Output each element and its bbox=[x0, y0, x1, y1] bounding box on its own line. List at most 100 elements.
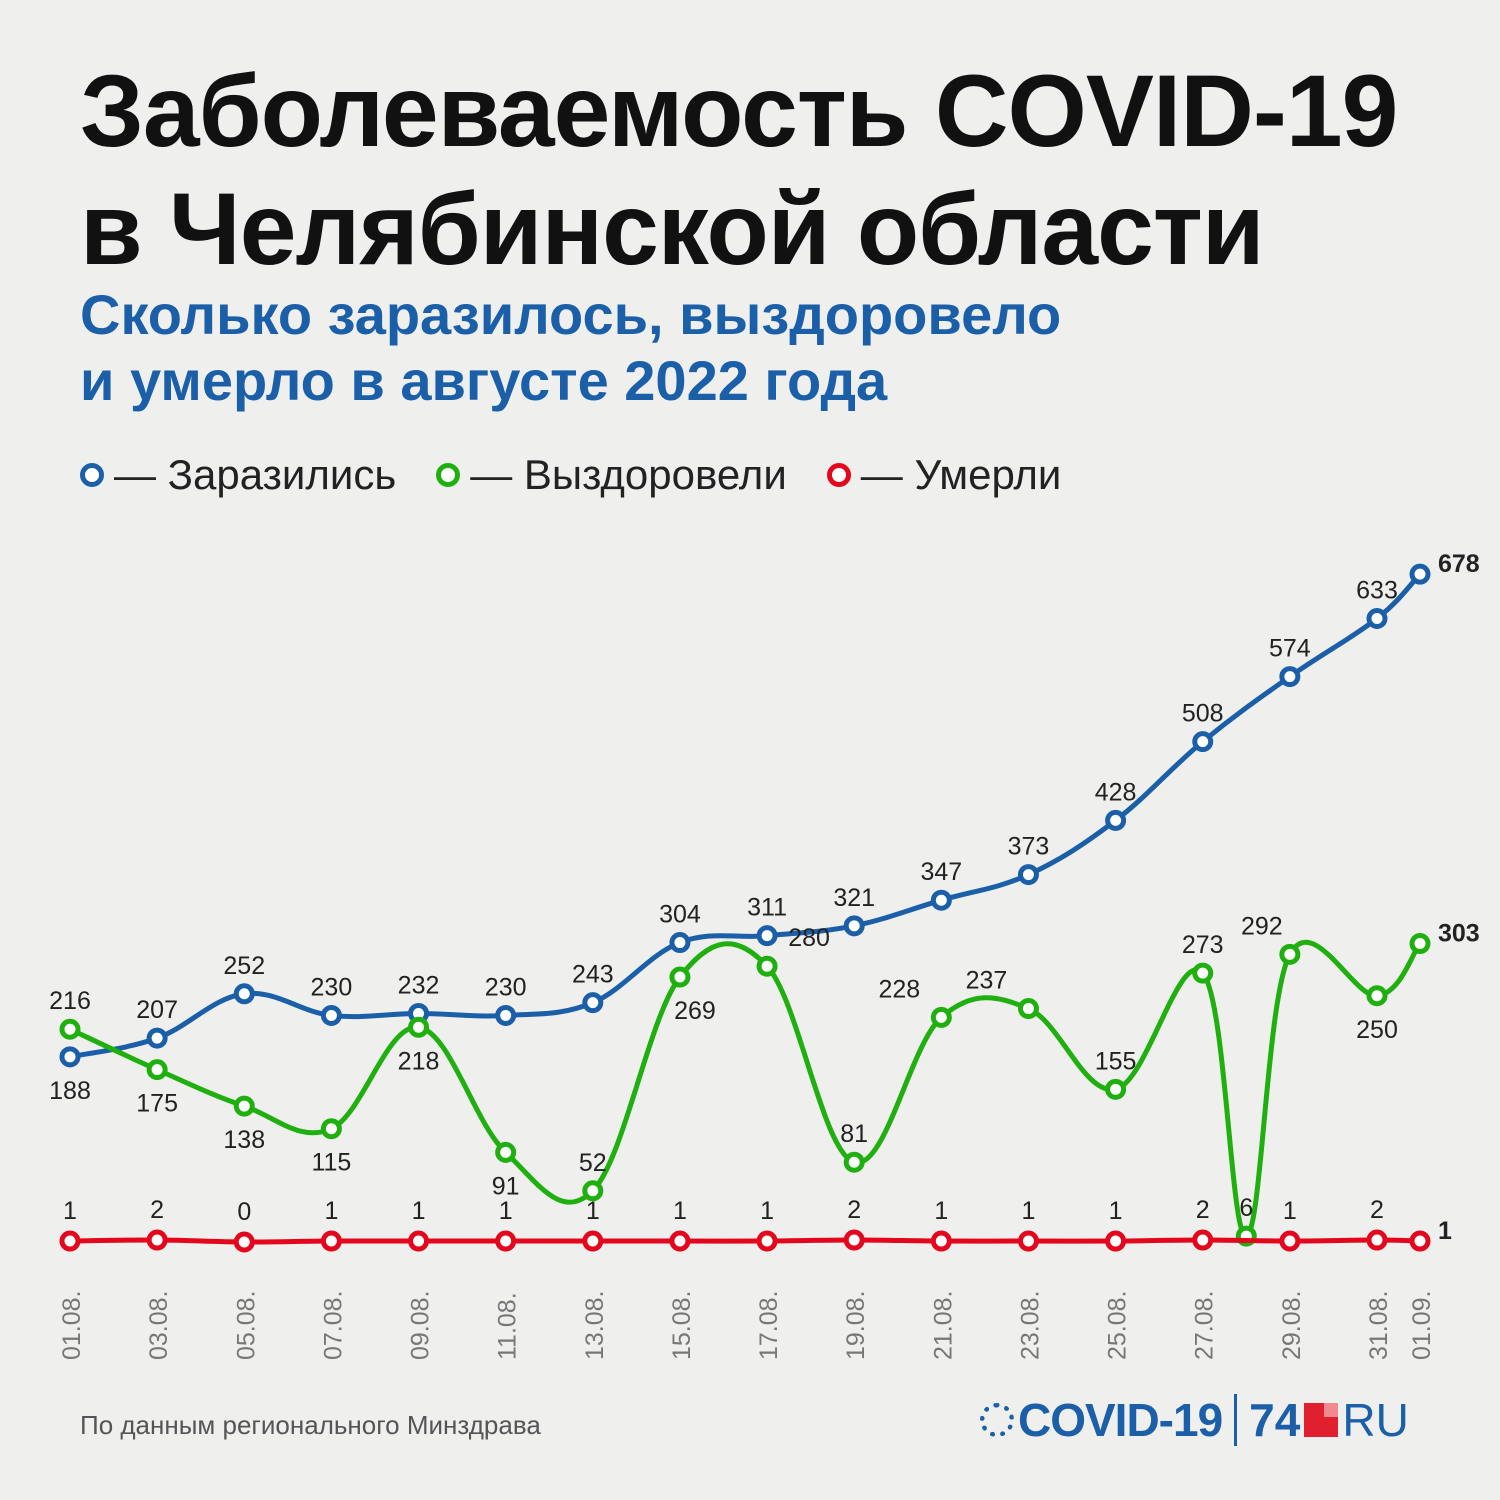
legend-marker-recovered bbox=[436, 463, 461, 487]
data-label: 252 bbox=[223, 952, 265, 980]
data-label: 207 bbox=[136, 996, 178, 1024]
data-label: 574 bbox=[1269, 635, 1311, 663]
data-point-0 bbox=[1409, 563, 1431, 585]
data-label: 373 bbox=[1008, 833, 1050, 861]
data-point-0 bbox=[233, 983, 255, 1005]
data-point-0 bbox=[756, 925, 778, 947]
data-point-1 bbox=[843, 1151, 865, 1173]
data-label: 6 bbox=[1239, 1194, 1253, 1222]
data-label: 2 bbox=[150, 1196, 164, 1224]
data-label: 230 bbox=[485, 973, 527, 1001]
legend-item-recovered: — Выздоровели bbox=[436, 451, 787, 499]
x-tick-label: 23.08. bbox=[1016, 1290, 1044, 1360]
x-tick-label: 19.08. bbox=[842, 1290, 870, 1360]
x-tick-label: 31.08. bbox=[1365, 1290, 1393, 1360]
data-label: 280 bbox=[788, 924, 830, 952]
data-label: 232 bbox=[398, 971, 440, 999]
legend-label-died: — Умерли bbox=[860, 451, 1062, 498]
x-tick-label: 17.08. bbox=[755, 1290, 783, 1360]
x-tick-label: 09.08. bbox=[407, 1290, 435, 1360]
data-point-2 bbox=[495, 1230, 517, 1252]
data-point-0 bbox=[669, 932, 691, 954]
data-label: 1 bbox=[1022, 1197, 1036, 1225]
x-tick-label: 21.08. bbox=[929, 1290, 957, 1360]
legend-item-died: — Умерли bbox=[826, 451, 1062, 499]
data-label: 2 bbox=[1196, 1196, 1210, 1224]
data-point-2 bbox=[59, 1230, 81, 1252]
data-point-1 bbox=[320, 1118, 342, 1140]
data-label: 216 bbox=[49, 987, 91, 1015]
data-point-1 bbox=[1366, 985, 1388, 1007]
data-point-2 bbox=[1279, 1230, 1301, 1252]
data-label: 633 bbox=[1356, 576, 1398, 604]
data-point-2 bbox=[930, 1230, 952, 1252]
data-point-0 bbox=[1017, 864, 1039, 886]
data-label: 243 bbox=[572, 961, 614, 989]
data-label: 321 bbox=[833, 884, 875, 912]
legend-marker-infected bbox=[80, 463, 104, 487]
data-label: 155 bbox=[1095, 1047, 1137, 1075]
legend: — Заразились — Выздоровели — Умерли bbox=[80, 450, 1101, 500]
data-point-2 bbox=[669, 1230, 691, 1252]
data-point-1 bbox=[1409, 933, 1431, 955]
data-point-2 bbox=[582, 1230, 604, 1252]
data-point-0 bbox=[930, 889, 952, 911]
data-point-1 bbox=[930, 1006, 952, 1028]
data-point-2 bbox=[843, 1229, 865, 1251]
data-point-0 bbox=[1366, 607, 1388, 629]
data-label: 230 bbox=[311, 973, 353, 1001]
title-line-1: Заболеваемость COVID-19 bbox=[80, 54, 1398, 168]
data-point-1 bbox=[669, 966, 691, 988]
legend-item-infected: — Заразились bbox=[80, 451, 396, 499]
data-label: 1 bbox=[760, 1197, 774, 1225]
data-point-0 bbox=[582, 992, 604, 1014]
data-point-1 bbox=[756, 955, 778, 977]
data-point-2 bbox=[320, 1230, 342, 1252]
data-label: 52 bbox=[579, 1149, 607, 1177]
data-label: 1 bbox=[499, 1197, 513, 1225]
data-label: 1 bbox=[63, 1197, 77, 1225]
x-tick-label: 11.08. bbox=[494, 1292, 522, 1360]
x-tick-label: 01.08. bbox=[58, 1290, 86, 1360]
data-label: 2 bbox=[847, 1196, 861, 1224]
data-label: 303 bbox=[1438, 920, 1480, 948]
x-tick-label: 03.08. bbox=[145, 1290, 173, 1360]
data-label: 273 bbox=[1182, 931, 1224, 959]
series-line-1 bbox=[67, 939, 1423, 1239]
series-line-2 bbox=[67, 1237, 1423, 1245]
logo-74-text: 74 bbox=[1249, 1394, 1301, 1446]
data-point-2 bbox=[1105, 1230, 1127, 1252]
data-point-0 bbox=[320, 1004, 342, 1026]
data-point-1 bbox=[1105, 1078, 1127, 1100]
data-label: 1 bbox=[412, 1197, 426, 1225]
source-note: По данным регионального Минздрава bbox=[80, 1410, 541, 1440]
data-label: 188 bbox=[49, 1077, 91, 1105]
data-point-1 bbox=[1192, 962, 1214, 984]
data-point-2 bbox=[1192, 1229, 1214, 1251]
x-tick-label: 25.08. bbox=[1104, 1290, 1132, 1360]
data-point-1 bbox=[408, 1016, 430, 1038]
data-label: 138 bbox=[223, 1126, 265, 1154]
virus-icon bbox=[980, 1403, 1014, 1437]
series-line-0 bbox=[67, 571, 1423, 1060]
data-label: 508 bbox=[1182, 700, 1224, 728]
logo-covid-text: COVID-19 bbox=[1018, 1394, 1223, 1446]
chart-title: Заболеваемость COVID-19 в Челябинской об… bbox=[80, 52, 1398, 288]
data-label: 304 bbox=[659, 901, 701, 929]
logo-square-icon bbox=[1304, 1403, 1339, 1437]
data-label: 1 bbox=[1283, 1197, 1297, 1225]
legend-label-recovered: — Выздоровели bbox=[470, 451, 787, 498]
logo-ru-text: RU bbox=[1342, 1394, 1409, 1446]
legend-marker-died bbox=[826, 463, 851, 487]
logo-divider bbox=[1234, 1394, 1238, 1446]
data-label: 292 bbox=[1241, 912, 1283, 940]
legend-label-infected: — Заразились bbox=[114, 451, 397, 498]
data-label: 91 bbox=[492, 1172, 520, 1200]
data-point-2 bbox=[1366, 1229, 1388, 1251]
data-point-2 bbox=[233, 1231, 255, 1253]
data-point-0 bbox=[1279, 666, 1301, 688]
data-label: 175 bbox=[136, 1090, 178, 1118]
data-point-1 bbox=[233, 1095, 255, 1117]
data-label: 269 bbox=[674, 997, 716, 1025]
